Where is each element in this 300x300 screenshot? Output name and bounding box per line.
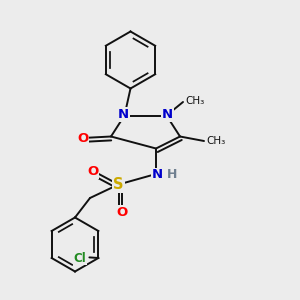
Text: N: N xyxy=(118,108,129,121)
Text: N: N xyxy=(162,108,173,121)
Text: O: O xyxy=(87,165,99,178)
Text: Cl: Cl xyxy=(74,251,86,265)
Text: CH₃: CH₃ xyxy=(185,96,205,106)
Text: CH₃: CH₃ xyxy=(206,136,226,146)
Text: H: H xyxy=(167,168,178,182)
Text: S: S xyxy=(113,177,124,192)
Text: O: O xyxy=(116,206,127,219)
Text: N: N xyxy=(152,168,163,182)
Text: O: O xyxy=(77,131,88,145)
